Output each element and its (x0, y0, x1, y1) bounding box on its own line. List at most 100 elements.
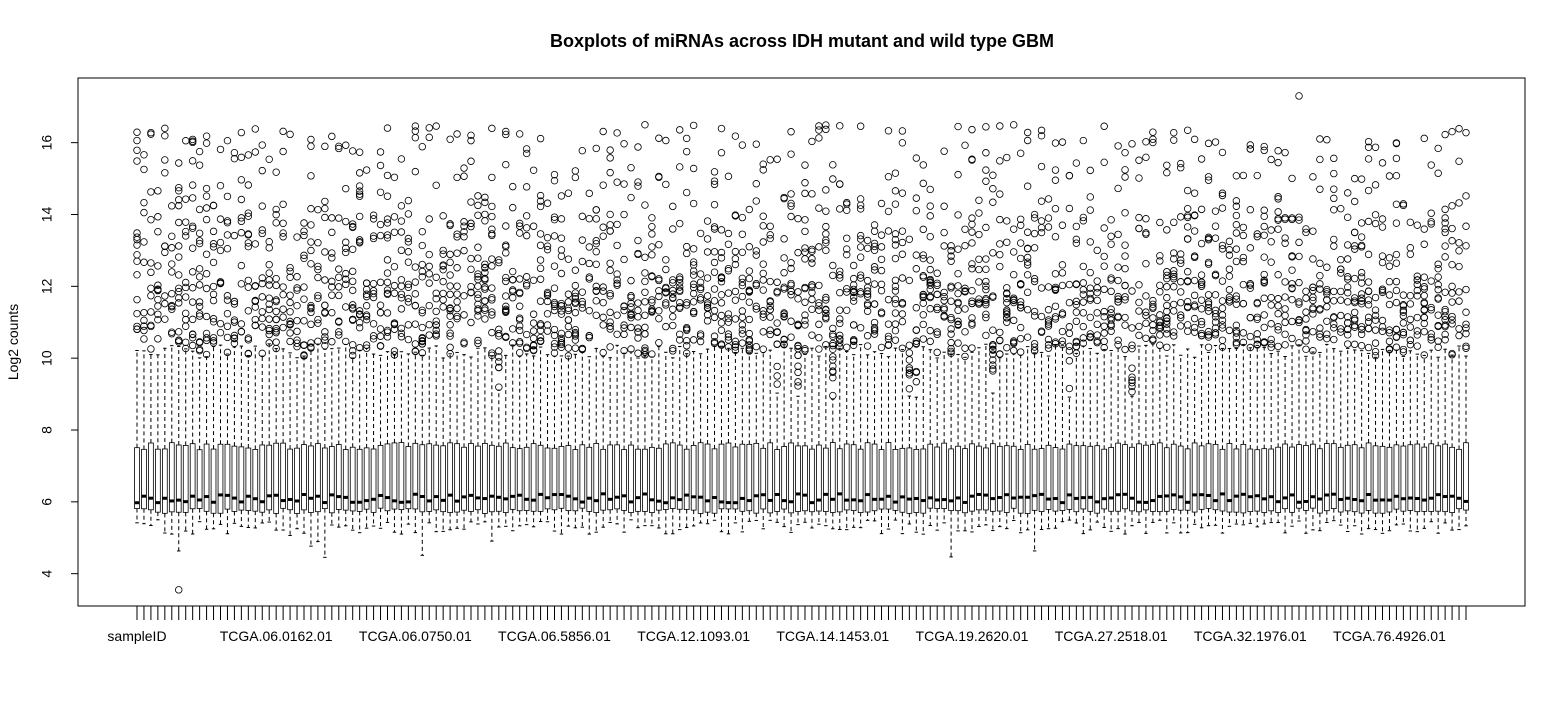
outlier-point (293, 284, 301, 292)
outlier-point (669, 225, 677, 233)
outlier-point (773, 340, 781, 349)
outlier-point (1211, 222, 1220, 230)
outlier-point (349, 304, 357, 312)
box (1428, 443, 1435, 512)
outlier-point (1225, 296, 1234, 304)
box (941, 442, 947, 509)
outlier-point (446, 220, 454, 228)
outlier-point (1378, 316, 1387, 325)
outlier-point (843, 285, 851, 293)
outlier-point (641, 201, 649, 209)
outlier-point (1323, 334, 1331, 343)
outlier-point (300, 317, 308, 325)
outlier-point (321, 336, 329, 344)
outlier-point (286, 321, 294, 329)
outlier-point (884, 335, 893, 343)
outlier-point (1211, 207, 1220, 215)
outlier-point (1281, 330, 1289, 338)
outlier-point (209, 258, 218, 267)
outlier-point (188, 194, 197, 202)
outlier-point (1072, 338, 1081, 347)
outlier-point (1170, 283, 1178, 291)
box-group (134, 343, 1469, 558)
outlier-point (355, 169, 364, 177)
outlier-point (794, 368, 802, 377)
outlier-point (808, 331, 816, 339)
outlier-point (349, 341, 357, 349)
outlier-point (1225, 265, 1234, 273)
outlier-point (258, 308, 266, 316)
outlier-point (571, 292, 580, 301)
box (252, 449, 259, 512)
outlier-point (1392, 139, 1401, 147)
outlier-point (1051, 313, 1060, 321)
outlier-point (564, 304, 573, 313)
outlier-point (634, 324, 642, 332)
outlier-point (230, 149, 239, 157)
outlier-point (488, 349, 496, 357)
outlier-point (773, 155, 781, 163)
outlier-point (460, 164, 468, 172)
outlier-point (815, 281, 823, 290)
outlier-point (912, 368, 921, 377)
outlier-point (731, 315, 740, 323)
outlier-point (1010, 346, 1018, 355)
outlier-point (1281, 305, 1289, 313)
outlier-point (1016, 298, 1025, 306)
outlier-point (1462, 342, 1470, 350)
outlier-point (669, 305, 677, 313)
outlier-point (446, 221, 454, 230)
outlier-point (905, 235, 914, 243)
outlier-point (1232, 257, 1241, 266)
outlier-point (669, 344, 677, 353)
outlier-point (989, 346, 997, 354)
outlier-point (1183, 297, 1192, 306)
outlier-point (780, 254, 788, 262)
outlier-point (648, 308, 656, 316)
outlier-point (307, 205, 315, 213)
outlier-point (515, 130, 524, 138)
outlier-point (1204, 173, 1213, 181)
outlier-point (1204, 333, 1213, 341)
outlier-point (905, 349, 914, 357)
outlier-point (1364, 155, 1373, 163)
outlier-point (550, 170, 559, 179)
outlier-point (154, 310, 162, 318)
outlier-point (362, 312, 371, 321)
outlier-point (439, 296, 447, 304)
outlier-point (1295, 238, 1303, 247)
outlier-point (1072, 280, 1081, 288)
outlier-point (822, 246, 830, 255)
outlier-point (1065, 204, 1074, 213)
outlier-point (870, 300, 879, 308)
outlier-point (1093, 284, 1101, 292)
outlier-point (912, 337, 921, 345)
outlier-point (780, 341, 788, 349)
outlier-point (404, 248, 413, 256)
outlier-point (1434, 337, 1442, 345)
box (621, 449, 627, 511)
outlier-point (1010, 271, 1018, 279)
outlier-point (383, 215, 392, 223)
outlier-point (209, 290, 218, 299)
outlier-point (1239, 171, 1248, 180)
outlier-point (585, 306, 593, 315)
outlier-point (815, 126, 823, 134)
outlier-point (752, 140, 760, 148)
outlier-point (272, 328, 280, 337)
box (788, 442, 794, 514)
outlier-point (1065, 347, 1074, 355)
outlier-point (689, 271, 698, 279)
outlier-point (557, 340, 566, 349)
box (746, 443, 753, 512)
outlier-point (1100, 322, 1108, 330)
outlier-point (272, 211, 280, 219)
outlier-point (1023, 128, 1032, 137)
outlier-point (982, 277, 990, 286)
outlier-point (891, 326, 900, 335)
outlier-point (1190, 211, 1199, 219)
outlier-point (1357, 268, 1366, 277)
outlier-point (543, 321, 552, 329)
outlier-point (147, 308, 155, 316)
outlier-point (279, 127, 287, 136)
